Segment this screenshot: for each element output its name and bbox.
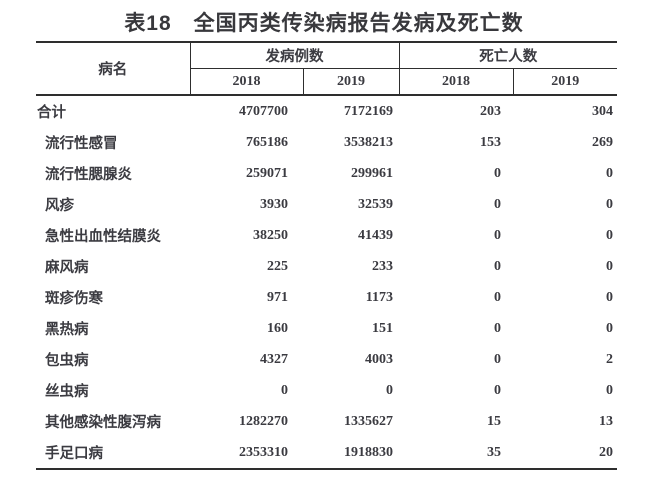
table-row: 其他感染性腹泻病 1282270 1335627 15 13 <box>36 406 617 437</box>
cases-2018-cell: 1282270 <box>239 413 288 429</box>
cases-2018-cell: 259071 <box>246 165 288 181</box>
deaths-2019-cell: 0 <box>606 289 613 305</box>
col-group-cases: 发病例数 <box>190 42 400 69</box>
table-row: 包虫病 4327 4003 0 2 <box>36 344 617 375</box>
deaths-2018-cell: 0 <box>494 320 501 336</box>
disease-name-cell: 手足口病 <box>45 446 103 462</box>
disease-name-cell: 斑疹伤寒 <box>45 291 103 307</box>
deaths-2019-cell: 304 <box>592 103 613 119</box>
table-row: 手足口病 2353310 1918830 35 20 <box>36 437 617 469</box>
deaths-2018-cell: 0 <box>494 165 501 181</box>
cases-2019-cell: 0 <box>386 382 393 398</box>
cases-2019-cell: 3538213 <box>344 134 393 150</box>
table-row: 流行性感冒 765186 3538213 153 269 <box>36 127 617 158</box>
cases-2019-cell: 4003 <box>365 351 393 367</box>
col-header-cases-2018: 2018 <box>190 68 304 96</box>
deaths-2018-cell: 153 <box>480 134 501 150</box>
deaths-2019-cell: 0 <box>606 382 613 398</box>
disease-name-cell: 合计 <box>37 105 66 121</box>
table-row: 合计 4707700 7172169 203 304 <box>36 95 617 127</box>
deaths-2019-cell: 269 <box>592 134 613 150</box>
deaths-2018-cell: 0 <box>494 382 501 398</box>
cases-2019-cell: 1173 <box>365 289 393 305</box>
table-row: 流行性腮腺炎 259071 299961 0 0 <box>36 158 617 189</box>
cases-2019-cell: 233 <box>372 258 393 274</box>
disease-name-cell: 流行性感冒 <box>45 136 118 152</box>
disease-name-cell: 流行性腮腺炎 <box>45 167 132 183</box>
table-body: 合计 4707700 7172169 203 304 流行性感冒 765186 3538213… <box>36 95 617 469</box>
deaths-2019-cell: 0 <box>606 227 613 243</box>
deaths-2018-cell: 0 <box>494 289 501 305</box>
deaths-2018-cell: 35 <box>487 444 501 460</box>
cases-2018-cell: 3930 <box>260 196 288 212</box>
disease-name-cell: 包虫病 <box>45 353 89 369</box>
deaths-2018-cell: 15 <box>487 413 501 429</box>
cases-2018-cell: 4707700 <box>239 103 288 119</box>
cases-2018-cell: 2353310 <box>239 444 288 460</box>
cases-2019-cell: 32539 <box>358 196 393 212</box>
header-row-groups: 病名 发病例数 死亡人数 <box>36 42 617 96</box>
table-row: 麻风病 225 233 0 0 <box>36 251 617 282</box>
cases-2018-cell: 0 <box>281 382 288 398</box>
col-header-disease: 病名 <box>36 42 191 96</box>
table-row: 风疹 3930 32539 0 0 <box>36 189 617 220</box>
deaths-2019-cell: 0 <box>606 165 613 181</box>
disease-name-cell: 黑热病 <box>45 322 89 338</box>
deaths-2019-cell: 0 <box>606 196 613 212</box>
col-header-deaths-2019: 2019 <box>513 68 617 96</box>
disease-name-cell: 其他感染性腹泻病 <box>45 415 161 431</box>
disease-name-cell: 麻风病 <box>45 260 89 276</box>
cases-2018-cell: 225 <box>267 258 288 274</box>
cases-2018-cell: 971 <box>267 289 288 305</box>
deaths-2019-cell: 2 <box>606 351 613 367</box>
disease-name-cell: 风疹 <box>45 198 74 214</box>
table-row: 斑疹伤寒 971 1173 0 0 <box>36 282 617 313</box>
table-row: 丝虫病 0 0 0 0 <box>36 375 617 406</box>
table-row: 急性出血性结膜炎 38250 41439 0 0 <box>36 220 617 251</box>
cases-2019-cell: 7172169 <box>344 103 393 119</box>
cases-2019-cell: 1335627 <box>344 413 393 429</box>
cases-2019-cell: 299961 <box>351 165 393 181</box>
disease-table: 病名 发病例数 死亡人数 2018 2019 2018 2019 合计 47077… <box>36 41 617 470</box>
cases-2019-cell: 41439 <box>358 227 393 243</box>
deaths-2018-cell: 0 <box>494 196 501 212</box>
deaths-2018-cell: 0 <box>494 351 501 367</box>
cases-2019-cell: 151 <box>372 320 393 336</box>
disease-name-cell: 丝虫病 <box>45 384 89 400</box>
deaths-2018-cell: 203 <box>480 103 501 119</box>
cases-2018-cell: 765186 <box>246 134 288 150</box>
deaths-2019-cell: 0 <box>606 320 613 336</box>
table-header: 病名 发病例数 死亡人数 2018 2019 2018 2019 <box>36 42 617 96</box>
deaths-2019-cell: 13 <box>599 413 613 429</box>
page-title: 表18 全国丙类传染病报告发病及死亡数 <box>124 12 524 35</box>
deaths-2018-cell: 0 <box>494 258 501 274</box>
deaths-2019-cell: 0 <box>606 258 613 274</box>
cases-2019-cell: 1918830 <box>344 444 393 460</box>
cases-2018-cell: 4327 <box>260 351 288 367</box>
disease-name-cell: 急性出血性结膜炎 <box>45 229 161 245</box>
cases-2018-cell: 38250 <box>253 227 288 243</box>
col-header-cases-2019: 2019 <box>303 68 400 96</box>
col-header-deaths-2018: 2018 <box>399 68 514 96</box>
table-row: 黑热病 160 151 0 0 <box>36 313 617 344</box>
deaths-2019-cell: 20 <box>599 444 613 460</box>
cases-2018-cell: 160 <box>267 320 288 336</box>
header-row-years: 2018 2019 2018 2019 <box>36 68 617 96</box>
col-group-deaths: 死亡人数 <box>399 42 617 69</box>
deaths-2018-cell: 0 <box>494 227 501 243</box>
